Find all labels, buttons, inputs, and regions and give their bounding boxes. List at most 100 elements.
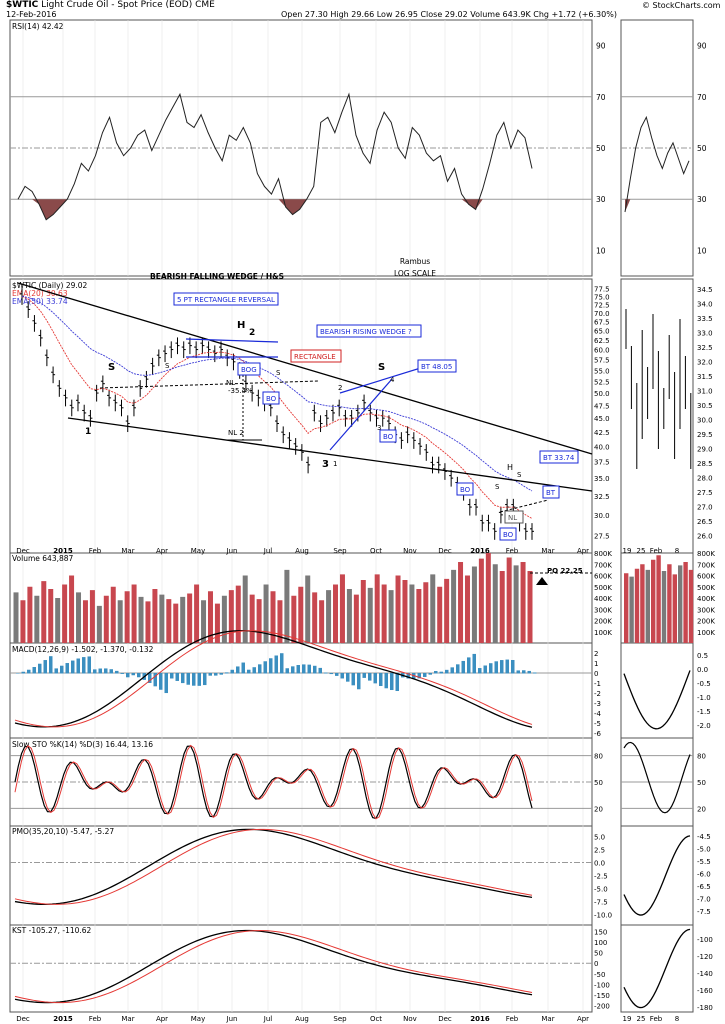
macd-histogram-bar [346, 673, 350, 682]
volume-bar [180, 596, 186, 643]
rsi-tick-label: 50 [697, 144, 707, 153]
macd-histogram-bar [428, 673, 432, 675]
head-label-2016: H [507, 463, 513, 472]
macd-histogram-bar [153, 673, 157, 687]
macd-histogram-bar [516, 670, 520, 674]
volume-bar [437, 586, 443, 643]
volume-bar [381, 584, 387, 643]
bo-label-1-box [262, 391, 280, 405]
macd-histogram-bar [263, 661, 267, 674]
price-tick-label: 55.0 [594, 367, 610, 375]
macd-inset-tick: -0.5 [697, 680, 711, 688]
volume-bar [367, 587, 373, 643]
pmo-tick-label: 2.5 [594, 846, 605, 854]
kst-inset-tick: -160 [697, 987, 713, 995]
inset-volume-bar [634, 568, 640, 643]
po-arrow-icon [536, 577, 548, 585]
price-x-tick: Nov [403, 547, 417, 555]
price-tick-label: 50.0 [594, 390, 610, 398]
macd-histogram-bar [368, 673, 372, 681]
pct-label: -35.4% [228, 387, 253, 395]
macd-histogram-bar [71, 660, 75, 674]
rsi-line [17, 92, 533, 221]
bottom-x-tick: May [191, 1015, 205, 1023]
volume-bar [48, 589, 54, 643]
macd-tick-label: 0 [594, 670, 598, 678]
pmo-tick-label: -5.0 [594, 886, 608, 894]
bottom-x-tick: Mar [121, 1015, 134, 1023]
pmo-inset-tick: -6.5 [697, 883, 711, 891]
sto-tick-label: 50 [697, 779, 706, 787]
bo-label-3-box [456, 482, 474, 496]
volume-bar [458, 562, 464, 643]
sto-k-line [14, 745, 533, 820]
macd-histogram-bar [500, 660, 504, 674]
inset-price-tick-label: 34.5 [697, 286, 713, 294]
volume-bar [263, 584, 269, 643]
inset-price-tick-label: 31.5 [697, 373, 713, 381]
price-x-tick: Feb [89, 547, 102, 555]
macd-histogram-bar [373, 673, 377, 684]
kst-tick-label: 0 [594, 960, 598, 968]
inset-price-tick-label: 27.0 [697, 504, 713, 512]
macd-histogram-bar [494, 661, 498, 674]
price-tick-label: 52.5 [594, 378, 610, 386]
macd-tick-label: -5 [594, 720, 601, 728]
macd-histogram-bar [417, 673, 421, 679]
volume-bar [235, 585, 241, 643]
quote-line: Open 27.30 High 29.66 Low 26.95 Close 29… [281, 10, 617, 19]
macd-histogram-bar [439, 671, 443, 674]
rsi-tick-label: 30 [697, 195, 707, 204]
inset-volume-bar [651, 559, 656, 643]
macd-histogram-bar [340, 673, 344, 679]
bottom-x-tick: Feb [89, 1015, 102, 1023]
inset-price-tick-label: 32.0 [697, 359, 713, 367]
macd-histogram-bar [148, 673, 152, 683]
pt-2b: 2 [338, 384, 342, 392]
volume-bar [256, 599, 262, 643]
sto-inset-line [623, 741, 691, 814]
kst-inset-tick: -180 [697, 1004, 713, 1012]
volume-bar [333, 584, 339, 643]
kst-line [14, 929, 533, 1004]
pmo-inset-tick: -7.0 [697, 896, 711, 904]
volume-bar [346, 589, 352, 643]
bt-3374-label-box [539, 450, 579, 464]
pmo-tick-label: -2.5 [594, 873, 608, 881]
macd-histogram-bar [456, 664, 460, 674]
inset-price-tick-label: 31.0 [697, 388, 713, 396]
kst-inset-tick: -120 [697, 953, 713, 961]
kst-tick-label: -200 [594, 1003, 610, 1011]
pt-1b: 1 [333, 460, 337, 468]
s-label-5: S [517, 471, 522, 479]
pmo-inset-tick: -4.5 [697, 833, 711, 841]
rising-wedge-lower [329, 378, 393, 451]
volume-tick-label: 800K [697, 550, 715, 558]
price-tick-label: 60.0 [594, 347, 610, 355]
nl2-text: NL 2 [228, 429, 244, 437]
volume-bar [305, 575, 311, 643]
bottom-inset-x-tick: 8 [675, 1015, 679, 1023]
volume-bar [451, 569, 457, 643]
price-tick-label: 67.5 [594, 318, 610, 326]
price-tick-label: 47.5 [594, 402, 610, 410]
price-tick-label: 70.0 [594, 310, 610, 318]
volume-bar [152, 589, 158, 643]
macd-histogram-bar [54, 668, 58, 674]
kst-tick-label: 150 [594, 928, 607, 936]
price-x-tick: Mar [121, 547, 134, 555]
inset-panel-frame [620, 278, 694, 554]
macd-histogram-bar [120, 673, 124, 674]
macd-tick-label: -3 [594, 700, 601, 708]
volume-bar [416, 589, 422, 643]
rsi-tick-label: 50 [596, 144, 606, 153]
volume-bar [339, 574, 345, 643]
volume-bar [131, 584, 137, 643]
macd-title: MACD(12,26,9) -1.502, -1.370, -0.132 [12, 645, 154, 654]
price-x-tick: Aug [295, 547, 309, 555]
rsi-inset-line [624, 115, 690, 213]
sto-tick-label: 80 [697, 753, 706, 761]
macd-histogram-bar [395, 673, 399, 692]
inset-price-tick-label: 28.0 [697, 475, 713, 483]
macd-histogram-bar [225, 672, 229, 674]
